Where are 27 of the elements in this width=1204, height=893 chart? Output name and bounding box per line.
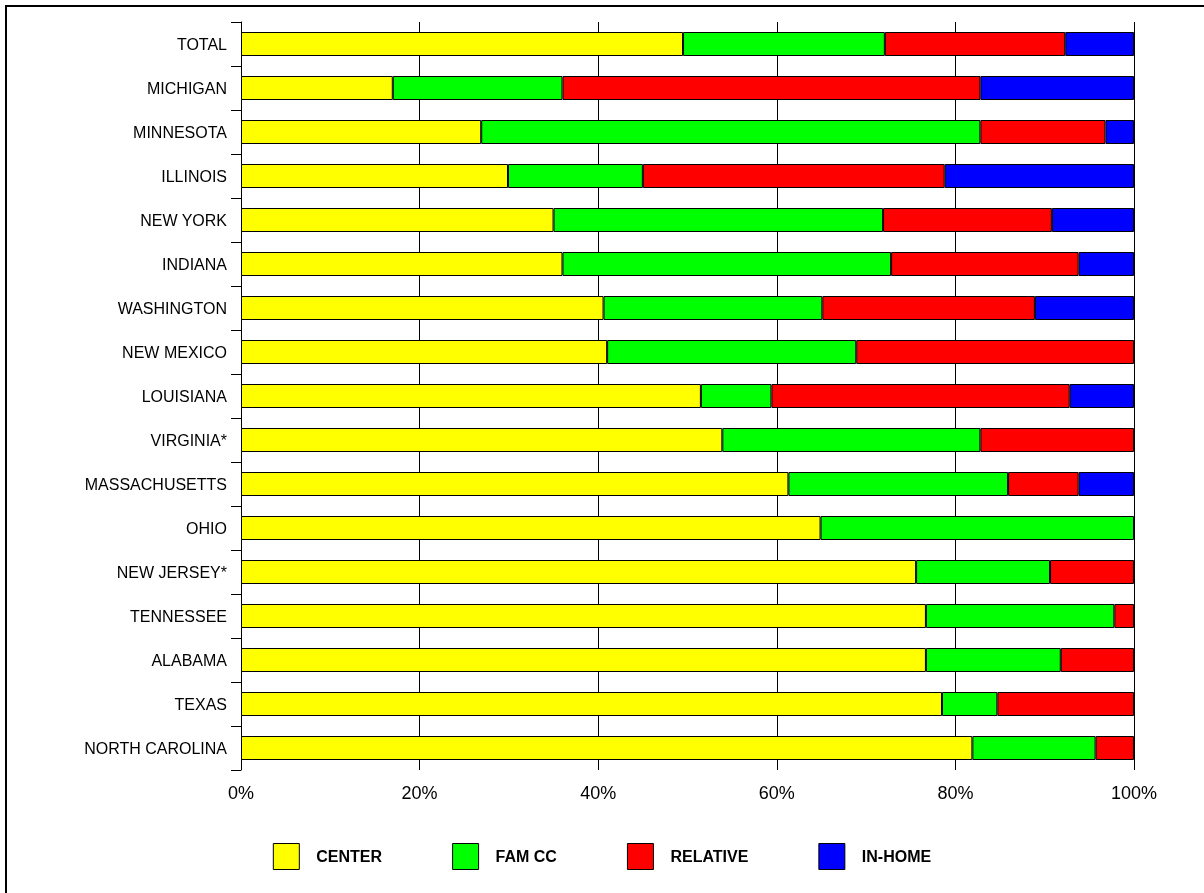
y-tick-label: INDIANA (162, 255, 228, 273)
y-tick-label: NEW JERSEY* (116, 563, 227, 581)
y-tick-label: MASSACHUSETTS (84, 475, 227, 493)
y-tick-label: LOUISIANA (141, 387, 228, 405)
y-tick-label: TEXAS (174, 695, 227, 713)
y-tick-label: OHIO (186, 519, 227, 537)
legend-label: IN-HOME (861, 848, 932, 865)
y-tick-label: VIRGINIA* (150, 431, 227, 449)
y-tick-label: TENNESSEE (130, 607, 227, 625)
y-tick-label: WASHINGTON (117, 299, 227, 317)
y-tick-label: ALABAMA (151, 651, 228, 669)
y-tick-label: NORTH CAROLINA (84, 739, 228, 757)
y-tick-label: TOTAL (176, 35, 228, 53)
legend-label: RELATIVE (670, 848, 749, 865)
y-tick-label: MICHIGAN (147, 79, 227, 97)
legend-label: FAM CC (495, 848, 558, 865)
y-tick-label: ILLINOIS (161, 167, 227, 185)
x-tick-label: 60% (758, 783, 795, 803)
y-tick-label: MINNESOTA (133, 123, 228, 141)
legend-label: CENTER (316, 848, 383, 865)
x-tick-label: 80% (937, 783, 974, 803)
y-tick-label: NEW YORK (140, 211, 228, 229)
x-tick-label: 20% (401, 783, 438, 803)
x-tick-label: 40% (580, 783, 617, 803)
x-tick-label: 0% (227, 783, 255, 803)
x-tick-label: 100% (1110, 783, 1158, 803)
y-tick-label: NEW MEXICO (122, 343, 227, 361)
